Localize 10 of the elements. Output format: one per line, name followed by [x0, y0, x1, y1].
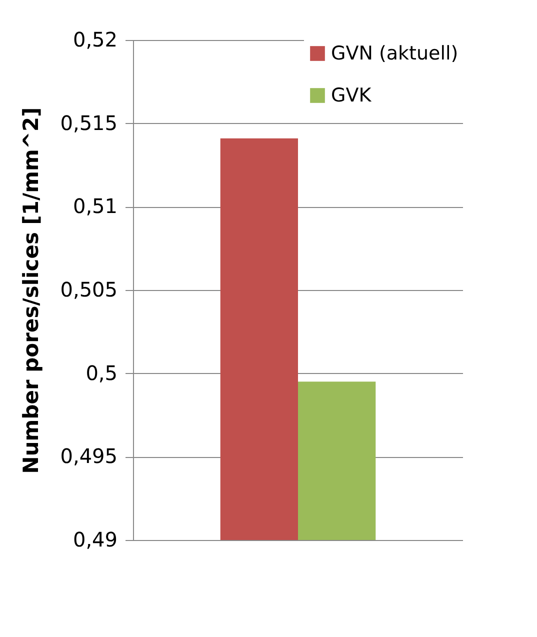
- y-axis-title: Number pores/slices [1/mm^2]: [19, 107, 44, 474]
- y-tick-label: 0,495: [60, 444, 118, 468]
- y-tick-label: 0,51: [72, 194, 118, 218]
- y-tick-label: 0,5: [86, 360, 118, 385]
- y-tick-label: 0,52: [72, 28, 118, 52]
- y-tick-label: 0,505: [60, 278, 118, 302]
- y-tick-label: 0,515: [60, 110, 118, 135]
- y-tick-label: 0,49: [72, 528, 118, 552]
- legend-label: GVN (aktuell): [331, 42, 458, 64]
- legend-label: GVK: [331, 84, 372, 106]
